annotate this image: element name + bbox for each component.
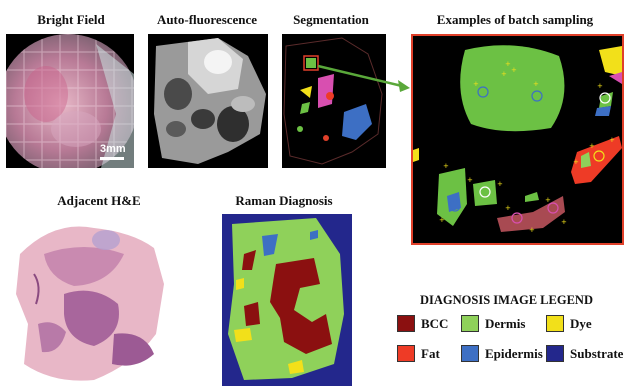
legend-item-substrate: Substrate: [546, 345, 623, 362]
svg-text:+: +: [561, 218, 567, 226]
legend-swatch-bcc: [397, 315, 415, 332]
title-batch-sampling: Examples of batch sampling: [436, 12, 594, 27]
title-raman-diagnosis: Raman Diagnosis: [235, 193, 333, 208]
legend-swatch-fat: [397, 345, 415, 362]
legend-swatch-substrate: [546, 345, 564, 362]
legend-item-dye: Dye: [546, 315, 592, 332]
legend-swatch-epidermis: [461, 345, 479, 362]
svg-text:+: +: [467, 176, 473, 184]
title-bright-field: Bright Field: [37, 12, 105, 27]
svg-text:+: +: [439, 216, 445, 224]
title-segmentation: Segmentation: [293, 12, 369, 27]
svg-text:+: +: [511, 66, 517, 74]
legend-label-dye: Dye: [570, 315, 592, 331]
svg-text:+: +: [473, 80, 479, 88]
svg-text:+: +: [589, 142, 595, 150]
legend-swatch-dye: [546, 315, 564, 332]
legend-label-epidermis: Epidermis: [485, 345, 543, 361]
title-auto-fluorescence: Auto-fluorescence: [156, 12, 258, 27]
legend-label-substrate: Substrate: [570, 345, 624, 361]
legend-item-fat: Fat: [397, 345, 440, 362]
raman-diagnosis-image: [222, 214, 352, 386]
legend-title: DIAGNOSIS IMAGE LEGEND: [420, 293, 593, 307]
svg-text:+: +: [505, 60, 511, 68]
svg-text:+: +: [443, 162, 449, 170]
auto-fluorescence-image: [148, 34, 268, 168]
segmentation-image: [282, 34, 386, 168]
legend-label-bcc: BCC: [421, 315, 449, 331]
legend-item-epidermis: Epidermis: [461, 345, 543, 362]
svg-text:+: +: [545, 196, 551, 204]
svg-text:+: +: [611, 52, 617, 60]
adjacent-he-image: [14, 214, 170, 386]
svg-text:+: +: [573, 158, 579, 166]
scale-bar: [100, 157, 124, 160]
svg-text:+: +: [501, 70, 507, 78]
svg-text:+: +: [533, 80, 539, 88]
svg-text:+: +: [609, 136, 615, 144]
batch-sampling-image: + + + + + + + + + + + + + + + + + +: [411, 34, 624, 245]
legend-swatch-dermis: [461, 315, 479, 332]
scale-bar-label: 3mm: [100, 143, 126, 155]
legend-item-dermis: Dermis: [461, 315, 525, 332]
legend-item-bcc: BCC: [397, 315, 448, 332]
svg-text:+: +: [529, 226, 535, 234]
legend-label-fat: Fat: [421, 345, 440, 361]
svg-text:+: +: [497, 180, 503, 188]
svg-text:+: +: [597, 82, 603, 90]
svg-text:+: +: [505, 204, 511, 212]
legend-label-dermis: Dermis: [485, 315, 526, 331]
title-adjacent-he: Adjacent H&E: [57, 193, 141, 208]
bright-field-image: [6, 34, 134, 168]
